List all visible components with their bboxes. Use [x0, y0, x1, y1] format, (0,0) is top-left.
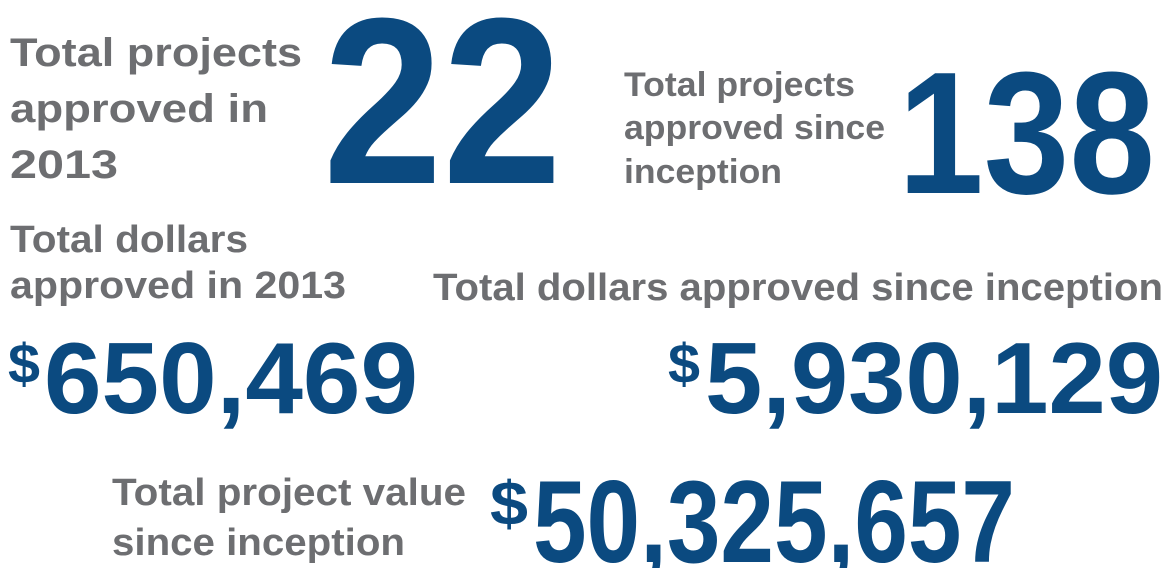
stat-value: 22: [323, 0, 562, 234]
stat-label: approved since: [624, 109, 885, 147]
stat-label: 2013: [10, 143, 118, 187]
currency-sign: $: [490, 470, 528, 539]
currency-sign: $: [8, 332, 40, 395]
stat-label: inception: [624, 153, 782, 191]
currency-sign: $: [668, 332, 700, 395]
stat-value: 5,930,129: [705, 323, 1163, 435]
stat-value: 50,325,657: [533, 456, 1015, 568]
stat-label: Total dollars: [10, 219, 248, 261]
stat-label: Total project value: [112, 472, 466, 514]
stat-label: since inception: [112, 522, 405, 564]
stat-label: Total projects: [10, 31, 302, 75]
stat-value: 650,469: [44, 323, 418, 435]
stat-label: approved in 2013: [10, 265, 346, 307]
stat-value: 138: [898, 35, 1155, 230]
stat-label: Total dollars approved since inception: [433, 267, 1163, 309]
stat-label: approved in: [10, 87, 268, 131]
stat-label: Total projects: [624, 66, 855, 104]
